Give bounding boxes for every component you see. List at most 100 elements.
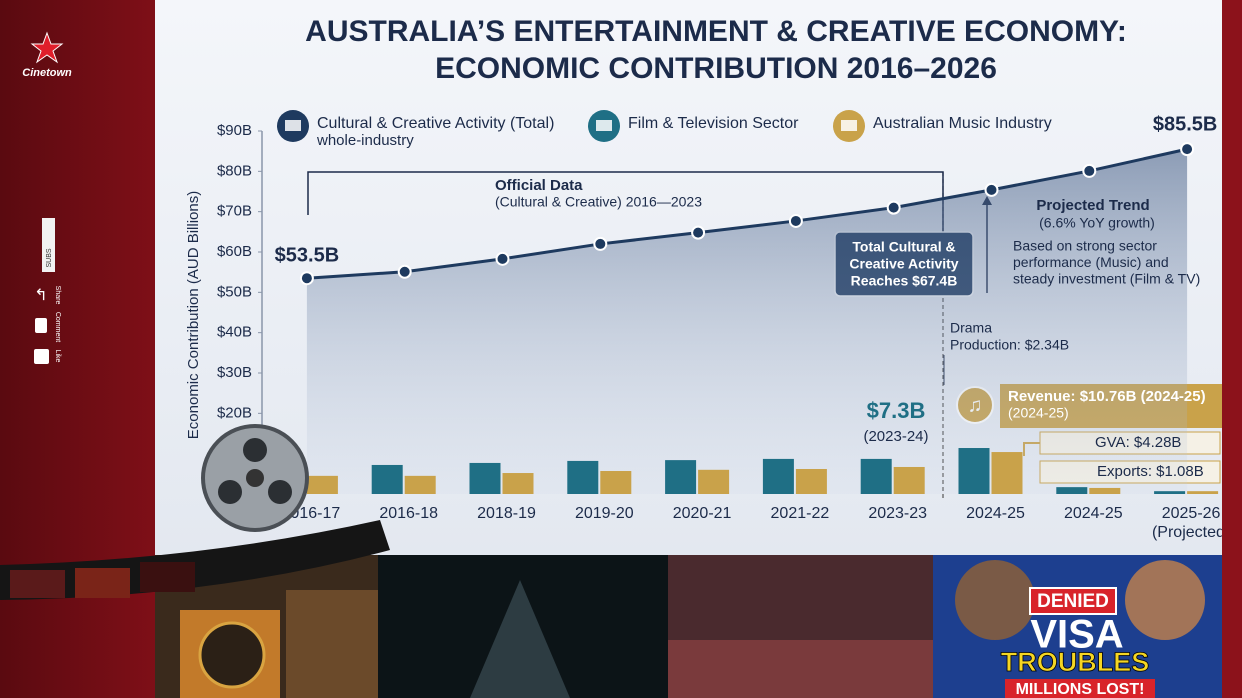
face — [1125, 560, 1205, 640]
annotation: Reaches $67.4B — [851, 273, 958, 289]
face — [955, 560, 1035, 640]
legend-label: Film & Television Sector — [628, 115, 799, 132]
bar — [306, 475, 338, 494]
comment-icon[interactable] — [35, 318, 47, 333]
x-tick-label: 2024-25 — [1064, 505, 1123, 522]
headline: TROUBLES — [1001, 647, 1150, 677]
bar — [795, 468, 827, 494]
y-tick-label: $30B — [217, 364, 252, 381]
reel-hole — [218, 480, 242, 504]
x-tick-label: 2025-26 (Projected) — [1152, 505, 1230, 541]
line-point — [984, 182, 999, 197]
x-tick-label: 2020-21 — [673, 505, 732, 522]
bar — [1154, 491, 1186, 494]
annotation: (6.6% YoY growth) — [1039, 215, 1155, 231]
bar — [991, 452, 1023, 494]
bar — [762, 458, 794, 494]
value-label: $85.5B — [1153, 113, 1218, 135]
share-label: Share — [54, 286, 61, 305]
x-tick-label: 2016-18 — [379, 505, 438, 522]
bar — [860, 458, 892, 494]
legend-glyph — [285, 120, 301, 131]
y-tick-label: $20B — [217, 404, 252, 421]
bar — [893, 466, 925, 494]
legend-label: Cultural & Creative Activity (Total) — [317, 115, 554, 132]
y-tick-label: $40B — [217, 324, 252, 341]
line-point — [691, 225, 706, 240]
x-tick-label: 2024-25 — [966, 505, 1025, 522]
film-frame — [75, 568, 130, 598]
poster-emblem — [198, 621, 266, 689]
film-frame — [140, 562, 195, 592]
line-point — [1082, 163, 1097, 178]
footer-text: MILLIONS LOST! — [1016, 681, 1145, 698]
concert-thumbnail[interactable] — [378, 555, 668, 698]
channel-name: Cinetown — [22, 67, 72, 79]
like-icon[interactable] — [34, 349, 49, 364]
annotation: (Cultural & Creative) 2016—2023 — [495, 194, 702, 210]
film-frame — [10, 570, 65, 598]
bar — [1187, 491, 1219, 494]
annotation: $7.3B — [867, 398, 926, 423]
bar — [1056, 487, 1088, 494]
annotation: Exports: $1.08B — [1097, 463, 1204, 480]
y-axis-label: Economic Contribution (AUD Billions) — [185, 191, 202, 439]
comment-label: Comment — [54, 312, 61, 342]
crowd — [668, 640, 933, 698]
subscribe-label: SUBS — [46, 248, 53, 267]
x-tick-label: 2018-19 — [477, 505, 536, 522]
headline: VISA — [1030, 613, 1123, 657]
share-icon[interactable]: ↰ — [34, 287, 47, 304]
bar — [371, 464, 403, 494]
annotation: GVA: $4.28B — [1095, 434, 1181, 451]
y-tick-label: $70B — [217, 203, 252, 220]
reel-hole — [268, 480, 292, 504]
spotlight — [470, 580, 570, 698]
bar — [567, 460, 599, 494]
bar — [698, 469, 730, 494]
chart-title: AUSTRALIA’S ENTERTAINMENT & CREATIVE ECO… — [305, 15, 1127, 48]
x-tick-label: 2019-20 — [575, 505, 634, 522]
bar — [502, 473, 534, 494]
line-point — [495, 251, 510, 266]
bar — [469, 462, 501, 494]
bar — [665, 460, 697, 494]
line-point — [593, 236, 608, 251]
y-tick-label: $60B — [217, 243, 252, 260]
bar — [600, 471, 632, 494]
y-tick-label: $90B — [217, 122, 252, 139]
annotation: Based on strong sector — [1013, 238, 1157, 254]
annotation: (2024-25) — [1008, 405, 1069, 421]
line-point — [397, 264, 412, 279]
legend-glyph — [841, 120, 857, 131]
legend-label: Australian Music Industry — [873, 115, 1052, 132]
annotation: Drama — [950, 320, 992, 336]
y-tick-label: $80B — [217, 162, 252, 179]
annotation: Official Data — [495, 177, 583, 194]
legend-note: whole-industry — [316, 132, 414, 149]
annotation: Creative Activity — [849, 256, 958, 272]
footer-bar — [1005, 679, 1155, 698]
right-curtain — [1222, 0, 1242, 698]
subscribe-button[interactable] — [42, 218, 55, 272]
line-point — [1180, 142, 1195, 157]
area — [306, 149, 1188, 494]
like-label: Like — [54, 350, 61, 363]
x-tick-label: 2023-23 — [868, 505, 927, 522]
bar — [404, 475, 436, 494]
reel-hub — [246, 469, 264, 487]
channel-logo[interactable] — [30, 31, 64, 64]
annotation: (2023-24) — [863, 428, 928, 445]
annotation: Revenue: $10.76B (2024-25) — [1008, 388, 1206, 405]
reel-hole — [243, 438, 267, 462]
chart-title: ECONOMIC CONTRIBUTION 2016–2026 — [435, 52, 997, 85]
legend-glyph — [596, 120, 612, 131]
bar — [958, 448, 990, 494]
line-point — [788, 213, 803, 228]
annotation: Projected Trend — [1036, 197, 1149, 214]
annotation: steady investment (Film & TV) — [1013, 271, 1200, 287]
badge-text: DENIED — [1037, 591, 1109, 612]
badge — [1029, 587, 1117, 615]
